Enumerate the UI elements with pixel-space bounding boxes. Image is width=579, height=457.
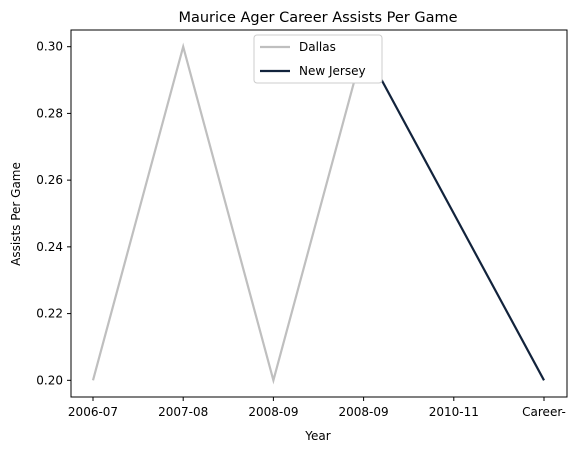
series-lines bbox=[91, 42, 545, 385]
y-tick-label: 0.20 bbox=[36, 373, 63, 387]
plot-frame bbox=[70, 29, 568, 398]
legend-label-dallas: Dallas bbox=[299, 40, 336, 54]
chart-title: Maurice Ager Career Assists Per Game bbox=[178, 10, 457, 26]
legend-label-new-jersey: New Jersey bbox=[299, 64, 366, 78]
series-line-new-jersey bbox=[362, 46, 545, 381]
x-axis: 2006-07 2007-08 2008-09 2008-09 2010-11 Caree… bbox=[68, 397, 566, 419]
y-tick-label: 0.26 bbox=[36, 173, 63, 187]
y-tick-label: 0.30 bbox=[36, 40, 63, 54]
y-tick-label: 0.22 bbox=[36, 307, 63, 321]
x-tick-label: 2006-07 bbox=[68, 405, 118, 419]
x-tick-label: 2008-09 bbox=[248, 405, 298, 419]
y-axis-label: Assists Per Game bbox=[9, 162, 23, 266]
y-tick-label: 0.24 bbox=[36, 240, 63, 254]
x-tick-label: Career- bbox=[522, 405, 566, 419]
x-tick-label: 2008-09 bbox=[339, 405, 389, 419]
series-line-dallas bbox=[91, 42, 365, 385]
y-tick-label: 0.28 bbox=[36, 106, 63, 120]
x-tick-label: 2010-11 bbox=[429, 405, 479, 419]
legend: Dallas New Jersey bbox=[253, 34, 383, 84]
x-axis-label: Year bbox=[304, 429, 330, 443]
y-axis: 0.20 0.22 0.24 0.26 0.28 0.30 bbox=[36, 40, 71, 387]
x-tick-label: 2007-08 bbox=[158, 405, 208, 419]
